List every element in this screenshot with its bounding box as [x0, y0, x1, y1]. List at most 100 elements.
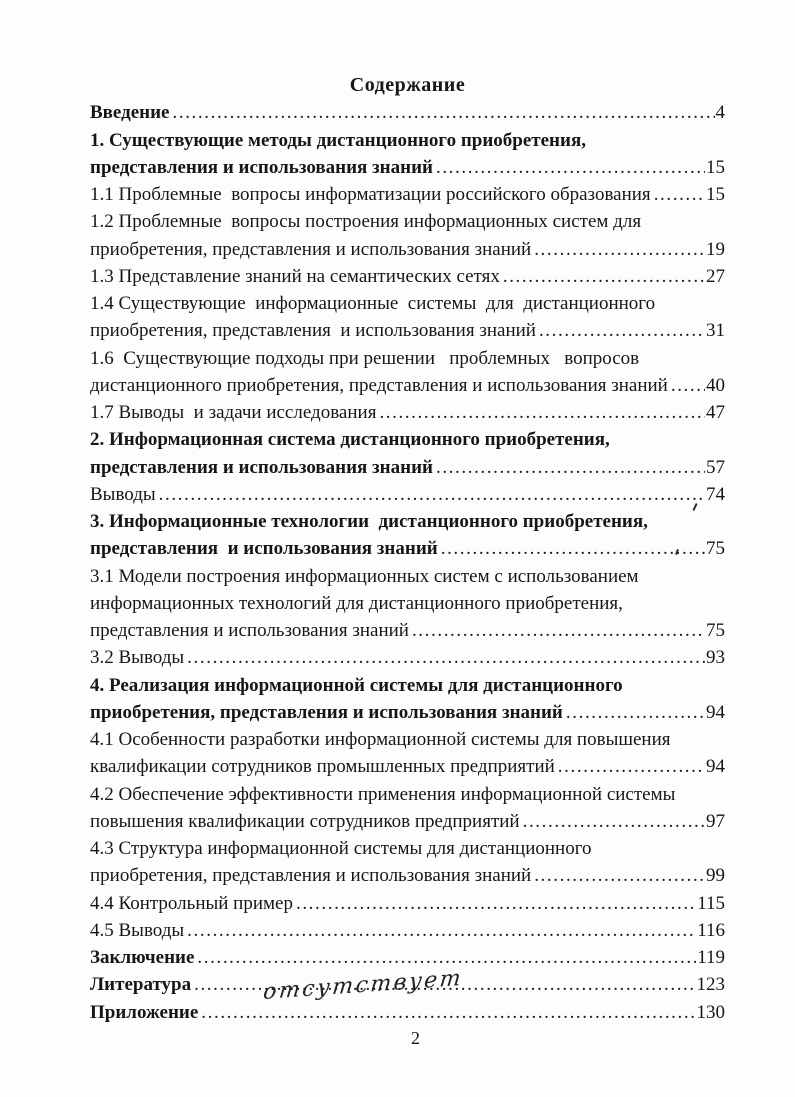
toc-entry-label: Введение [90, 102, 170, 124]
toc-entry-label: 1.7 Выводы и задачи исследования [90, 402, 377, 423]
toc-entry: 1. Существующие методы дистанционного пр… [90, 127, 725, 154]
toc-entry-label: 4.2 Обеспечение эффективности применения… [90, 783, 676, 805]
toc-leader-dots: ........................................… [197, 947, 696, 968]
toc-page-number: 47 [706, 402, 725, 423]
toc-entry-label: Выводы [90, 483, 156, 505]
toc-leader-dots: ........................................… [522, 810, 705, 832]
toc-entry: 3. Информационные технологии дистанционн… [90, 508, 725, 535]
toc-entry: приобретения, представления и использова… [90, 236, 725, 263]
toc-entry-label: 1.6 Существующие подходы при решении про… [90, 347, 640, 369]
toc-list: Введение ...............................… [90, 99, 725, 1026]
toc-leader-dots: ........................................… [565, 701, 705, 723]
toc-entry-label: 1.3 Представление знаний на семантически… [90, 265, 500, 287]
toc-page-number: 74 [706, 483, 725, 505]
toc-entry-label: 1. Существующие методы дистанционного пр… [90, 129, 586, 151]
toc-page-number: 57 [706, 456, 725, 478]
toc-content: Содержание Введение ....................… [90, 72, 725, 1026]
toc-page-number: 75 [706, 538, 725, 560]
toc-entry-label: 3. Информационные технологии дистанционн… [90, 511, 648, 532]
toc-entry-label: представления и использования знаний [90, 538, 438, 560]
toc-leader-dots: ........................................… [534, 238, 705, 260]
toc-entry-label: 1.4 Существующие информационные системы … [90, 293, 656, 314]
toc-leader-dots: ........................................… [411, 620, 705, 641]
toc-entry: квалификации сотрудников промышленных пр… [90, 753, 725, 780]
toc-entry: представления и использования знаний ...… [90, 154, 725, 181]
toc-leader-dots: ........................................… [295, 892, 697, 914]
toc-entry-label: повышения квалификации сотрудников предп… [90, 810, 520, 832]
toc-leader-dots: ........................................… [194, 974, 696, 996]
toc-entry-label: квалификации сотрудников промышленных пр… [90, 756, 555, 778]
toc-entry: 1.2 Проблемные вопросы построения информ… [90, 208, 725, 235]
toc-entry: 4.3 Структура информационной системы для… [90, 835, 725, 862]
toc-entry-label: приобретения, представления и использова… [90, 865, 532, 887]
toc-entry-label: приобретения, представления и использова… [90, 320, 536, 342]
toc-entry-label: приобретения, представления и использова… [90, 238, 532, 260]
toc-entry-label: 3.2 Выводы [90, 647, 185, 669]
toc-entry: информационных технологий для дистанцион… [90, 590, 725, 617]
toc-entry: Введение ...............................… [90, 99, 725, 126]
toc-entry: 4.1 Особенности разработки информационно… [90, 726, 725, 753]
toc-leader-dots: ........................................… [440, 538, 705, 560]
toc-entry-label: информационных технологий для дистанцион… [90, 592, 623, 614]
toc-page-number: 19 [706, 238, 725, 260]
toc-entry: 3.2 Выводы .............................… [90, 644, 725, 671]
toc-leader-dots: ........................................… [653, 184, 705, 205]
toc-entry-label: Литература [90, 974, 192, 996]
page-title: Содержание [349, 74, 466, 96]
toc-leader-dots: ........................................… [534, 865, 705, 887]
toc-page-number: 123 [696, 974, 726, 996]
toc-page-number: 99 [706, 865, 725, 887]
toc-entry-label: 1.2 Проблемные вопросы построения информ… [90, 211, 642, 233]
toc-entry: 1.3 Представление знаний на семантически… [90, 263, 725, 290]
toc-page-number: 4 [715, 102, 726, 124]
toc-leader-dots: ........................................… [435, 156, 705, 178]
toc-entry: 4.2 Обеспечение эффективности применения… [90, 781, 725, 808]
toc-entry: 4. Реализация информационной системы для… [90, 672, 725, 699]
toc-leader-dots: ........................................… [435, 456, 705, 478]
toc-leader-dots: ........................................… [379, 402, 705, 423]
toc-entry: представления и использования знаний ...… [90, 617, 725, 644]
toc-leader-dots: ........................................… [172, 102, 715, 124]
toc-entry-label: 4.1 Особенности разработки информационно… [90, 729, 671, 750]
toc-entry: приобретения, представления и использова… [90, 317, 725, 344]
toc-leader-dots: ........................................… [538, 320, 705, 342]
toc-page-number: 119 [697, 947, 725, 968]
toc-page-number: 116 [697, 919, 725, 941]
toc-leader-dots: ........................................… [158, 483, 705, 505]
toc-entry: 4.4 Контрольный пример .................… [90, 890, 725, 917]
toc-entry-label: дистанционного приобретения, представлен… [90, 374, 668, 396]
toc-entry: Приложение .............................… [90, 999, 725, 1026]
toc-entry: приобретения, представления и использова… [90, 699, 725, 726]
toc-leader-dots: ........................................… [557, 756, 705, 778]
toc-entry: Заключение .............................… [90, 944, 725, 971]
toc-leader-dots: ........................................… [187, 647, 705, 669]
toc-page-number: 93 [706, 647, 725, 669]
toc-entry: 2. Информационная система дистанционного… [90, 426, 725, 453]
toc-page-number: 130 [696, 1001, 726, 1023]
toc-entry: Выводы .................................… [90, 481, 725, 508]
toc-page-number: 115 [697, 892, 725, 914]
toc-entry: представления и использования знаний ...… [90, 535, 725, 562]
toc-entry: 1.6 Существующие подходы при решении про… [90, 345, 725, 372]
toc-entry: повышения квалификации сотрудников предп… [90, 808, 725, 835]
toc-page-number: 15 [706, 184, 725, 205]
toc-entry-label: 4.3 Структура информационной системы для… [90, 838, 592, 859]
toc-leader-dots: ........................................… [201, 1001, 696, 1023]
toc-page-number: 97 [706, 810, 725, 832]
footer-page-number: 2 [411, 1028, 420, 1048]
toc-entry: представления и использования знаний ...… [90, 454, 725, 481]
toc-leader-dots: ........................................… [670, 374, 705, 396]
toc-page-number: 94 [706, 756, 725, 778]
toc-entry: 4.5 Выводы .............................… [90, 917, 725, 944]
toc-leader-dots: ........................................… [187, 919, 696, 941]
toc-entry-label: представления и использования знаний [90, 620, 409, 641]
toc-entry: 1.7 Выводы и задачи исследования .......… [90, 399, 725, 426]
toc-entry: Литература .............................… [90, 971, 725, 998]
toc-entry: 1.1 Проблемные вопросы информатизации ро… [90, 181, 725, 208]
toc-entry-label: 1.1 Проблемные вопросы информатизации ро… [90, 184, 651, 205]
toc-page-number: 94 [706, 701, 725, 723]
toc-page-number: 75 [706, 620, 725, 641]
toc-entry-label: 3.1 Модели построения информационных сис… [90, 565, 639, 587]
toc-entry-label: 4.4 Контрольный пример [90, 892, 293, 914]
toc-entry: 1.4 Существующие информационные системы … [90, 290, 725, 317]
